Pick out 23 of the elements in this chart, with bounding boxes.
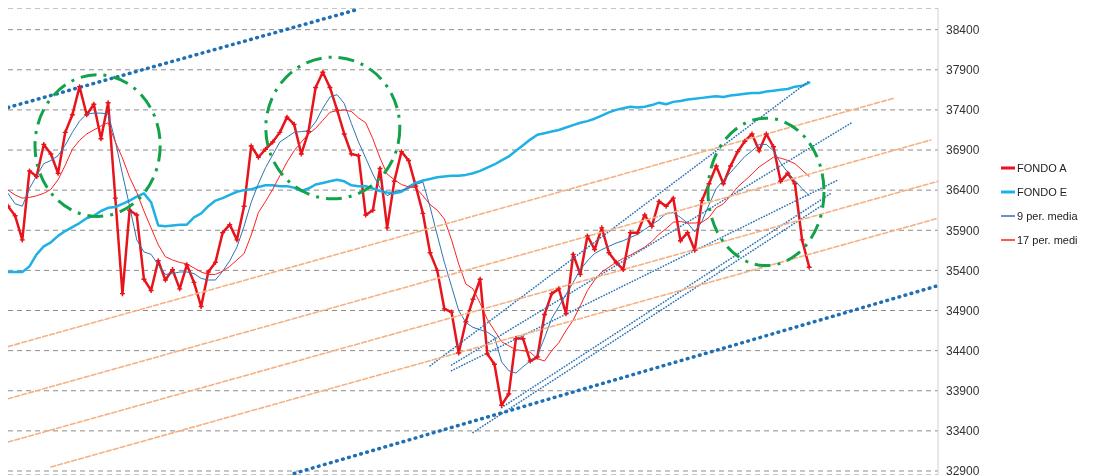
line-series — [50, 217, 939, 468]
y-tick-label: 38400 — [946, 22, 980, 37]
line-series — [8, 139, 932, 400]
legend-label: FONDO A — [1017, 162, 1067, 174]
line-series — [8, 97, 896, 348]
y-tick-label: 33400 — [946, 424, 980, 439]
legend-label: FONDO E — [1017, 186, 1068, 198]
y-tick-label: 36900 — [946, 143, 980, 158]
y-tick-label: 36400 — [946, 183, 980, 198]
line-series — [500, 192, 832, 409]
y-tick-label: 35900 — [946, 223, 980, 238]
y-tick-label: 34900 — [946, 303, 980, 318]
y-tick-label: 35400 — [946, 263, 980, 278]
line-series — [8, 180, 939, 443]
y-tick-label: 37900 — [946, 63, 980, 78]
line-series — [292, 283, 940, 475]
y-tick-label: 33900 — [946, 384, 980, 399]
y-tick-label: 34400 — [946, 343, 980, 358]
y-tick-label: 32900 — [946, 464, 980, 475]
legend-label: 17 per. medi — [1017, 234, 1078, 246]
y-tick-label: 37400 — [946, 103, 980, 118]
line-series — [8, 81, 811, 274]
legend-label: 9 per. media — [1017, 210, 1078, 222]
